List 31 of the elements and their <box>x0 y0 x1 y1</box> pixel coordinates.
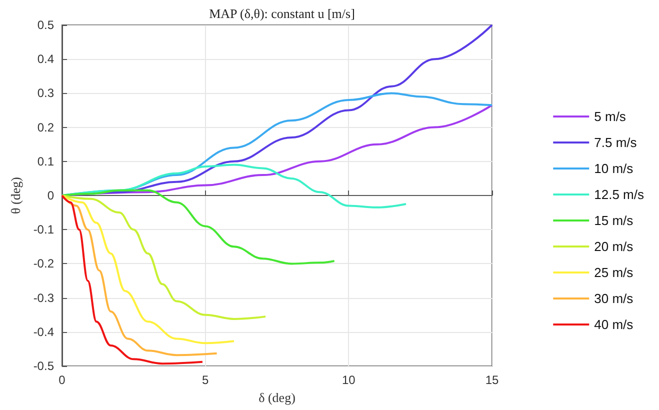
x-tick-label: 10 <box>342 373 356 387</box>
x-tick-label: 15 <box>485 373 499 387</box>
legend-label: 25 m/s <box>594 265 634 280</box>
line-series <box>61 194 235 344</box>
legend-label: 20 m/s <box>594 239 634 254</box>
y-tick-label: -0.5 <box>33 359 54 373</box>
legend-label: 40 m/s <box>594 317 634 332</box>
y-tick-label: -0.1 <box>33 222 54 237</box>
x-tick-label: 0 <box>58 373 66 387</box>
y-axis-title: θ (deg) <box>8 177 23 214</box>
line-series <box>61 164 407 208</box>
y-tick-label: -0.2 <box>33 256 54 271</box>
legend-label: 10 m/s <box>594 161 634 176</box>
x-axis-title: δ (deg) <box>258 390 296 405</box>
y-tick-label: -0.3 <box>33 290 54 305</box>
chart-title: MAP (δ,θ): constant u [m/s] <box>209 6 355 21</box>
legend-label: 15 m/s <box>594 213 634 228</box>
legend-label: 30 m/s <box>594 291 634 306</box>
line-series <box>61 194 267 320</box>
y-tick-label: 0.4 <box>37 52 54 66</box>
y-tick-label: -0.4 <box>33 324 54 339</box>
legend-label: 7.5 m/s <box>594 135 638 150</box>
legend-label: 5 m/s <box>594 109 626 124</box>
y-tick-label: 0.3 <box>37 86 54 100</box>
y-tick-label: 0.2 <box>37 120 54 134</box>
y-tick-label: 0.1 <box>37 154 54 168</box>
y-tick-label: 0.5 <box>37 18 54 32</box>
y-tick-label: 0 <box>47 188 54 202</box>
line-series <box>61 189 336 265</box>
x-tick-label: 5 <box>202 373 209 387</box>
legend-label: 12.5 m/s <box>594 187 644 202</box>
